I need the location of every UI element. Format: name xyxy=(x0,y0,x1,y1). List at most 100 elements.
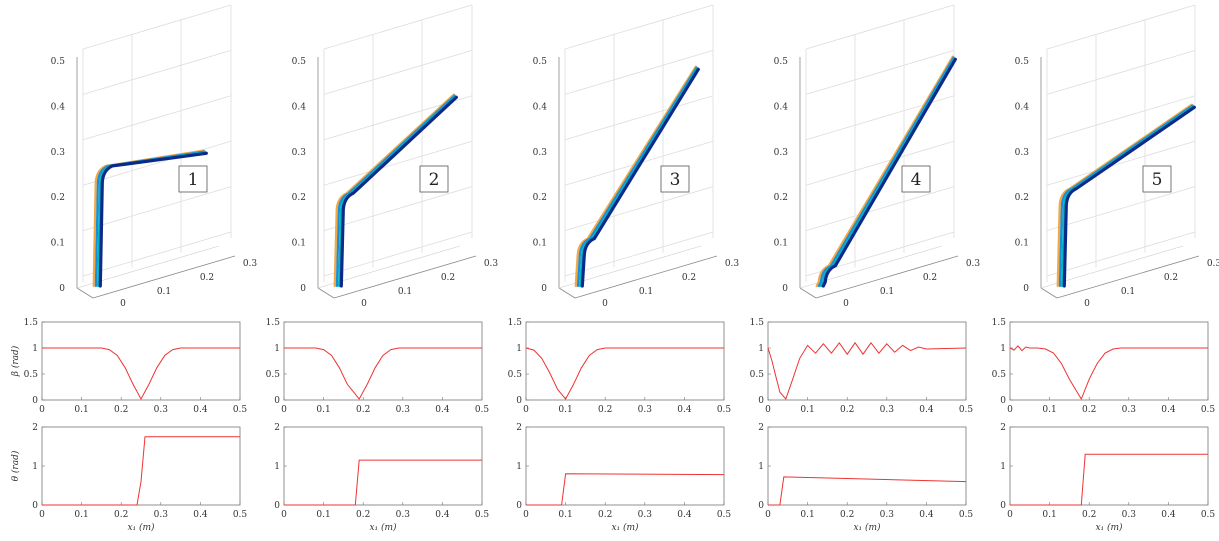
y-tick-label: 0.2 xyxy=(441,273,455,283)
plot-frame xyxy=(283,426,483,506)
x-tick-label: 0 xyxy=(523,510,529,520)
trajectory-panel-3 xyxy=(558,4,718,299)
x-tick-label: 0.1 xyxy=(558,405,572,415)
x-axis-label: x₁ (m) xyxy=(369,522,397,533)
x-tick-label: 0.2 xyxy=(840,510,854,520)
grid-line xyxy=(1046,231,1196,277)
y-tick-label: 0.1 xyxy=(639,287,653,297)
grid-line xyxy=(1046,50,1196,95)
theta-series-line xyxy=(1010,453,1208,506)
x-tick-label: 0.1 xyxy=(74,510,88,520)
y-tick-label: 0.3 xyxy=(1207,259,1219,269)
x-tick-label: 0.3 xyxy=(154,510,169,520)
x-axis xyxy=(317,287,335,299)
x-tick-label: 0 xyxy=(765,510,771,520)
x-tick-label: 0 xyxy=(39,510,45,520)
z-tick-label: 0.1 xyxy=(774,239,788,249)
beta-panel-2 xyxy=(283,321,483,401)
grid-line xyxy=(805,186,955,231)
y-axis-label: β (rad) xyxy=(10,345,21,377)
x-tick-label: 0.4 xyxy=(1161,405,1176,415)
y-tick-label: 1 xyxy=(1000,462,1006,472)
theta-series-line xyxy=(768,476,967,506)
y-tick-label: 1 xyxy=(274,344,280,354)
x-tick-label: 0.5 xyxy=(1201,405,1216,415)
x-axis-label: x₁ (m) xyxy=(611,522,639,533)
z-tick-label: 0.4 xyxy=(1015,102,1030,112)
z-tick-label: 0.2 xyxy=(774,193,788,203)
y-tick-label: 2 xyxy=(516,423,522,433)
x-tick-label: 0.1 xyxy=(316,510,330,520)
z-tick-label: 0.2 xyxy=(292,193,306,203)
y-tick-label: 1 xyxy=(758,344,764,354)
grid-line xyxy=(82,186,232,231)
panel-label: 3 xyxy=(670,170,681,190)
x-tick-label: 0.1 xyxy=(74,405,88,415)
grid-line xyxy=(564,50,714,95)
y-axis xyxy=(1056,255,1200,299)
x-tick-label: 0.5 xyxy=(959,510,974,520)
plot-frame xyxy=(283,321,483,401)
x-tick-label: 0.2 xyxy=(1082,405,1096,415)
trajectory-series-line xyxy=(1062,105,1196,288)
y-tick-label: 1.5 xyxy=(750,318,765,328)
y-tick-label: 0.3 xyxy=(966,259,981,269)
z-tick-label: 0.4 xyxy=(774,102,789,112)
y-tick-label: 2 xyxy=(758,423,764,433)
grid-line xyxy=(1046,140,1196,186)
y-tick-label: 0.1 xyxy=(398,287,412,297)
z-tick-label: 0.1 xyxy=(1015,239,1029,249)
x-axis xyxy=(1040,287,1058,299)
beta-panel-3 xyxy=(525,321,725,401)
x-axis xyxy=(799,287,817,299)
y-axis xyxy=(333,255,477,299)
plot-frame xyxy=(525,321,725,401)
x-tick-label: 0 xyxy=(843,299,849,309)
y-tick-label: 1 xyxy=(1000,344,1006,354)
x-tick-label: 0.1 xyxy=(558,510,572,520)
x-tick-label: 0.3 xyxy=(396,510,411,520)
grid-line xyxy=(564,4,714,50)
x-tick-label: 0.3 xyxy=(638,405,653,415)
theta-panel-1 xyxy=(41,426,241,506)
x-tick-label: 0.3 xyxy=(638,510,653,520)
grid-line xyxy=(1046,186,1196,231)
x-tick-label: 0.3 xyxy=(1122,510,1137,520)
x-tick-label: 0.5 xyxy=(717,510,732,520)
y-tick-label: 0.3 xyxy=(725,259,740,269)
y-tick-label: 0.2 xyxy=(923,273,937,283)
y-tick-label: 0.5 xyxy=(24,370,39,380)
grid-line xyxy=(82,50,232,95)
grid-line xyxy=(82,231,232,277)
z-tick-label: 0.5 xyxy=(292,57,307,67)
plot-frame xyxy=(767,321,967,401)
x-axis-label: x₁ (m) xyxy=(1095,522,1123,533)
y-tick-label: 1 xyxy=(516,462,522,472)
grid-line xyxy=(805,50,955,95)
grid-line xyxy=(323,231,473,277)
x-tick-label: 0.4 xyxy=(435,405,450,415)
y-tick-label: 2 xyxy=(274,423,280,433)
z-tick-label: 0.2 xyxy=(51,193,65,203)
plot-frame xyxy=(41,426,241,506)
x-tick-label: 0.3 xyxy=(1122,405,1137,415)
z-tick-label: 0.3 xyxy=(292,148,307,158)
x-axis-label: x₁ (m) xyxy=(127,522,155,533)
theta-panel-3 xyxy=(525,426,725,506)
x-tick-label: 0 xyxy=(39,405,45,415)
trajectory-series-line xyxy=(821,57,957,288)
trajectory-panel-2 xyxy=(317,4,477,299)
grid-line xyxy=(1046,4,1196,50)
x-tick-label: 0.1 xyxy=(1042,510,1056,520)
theta-series-line xyxy=(284,459,482,506)
x-axis-label: x₁ (m) xyxy=(853,522,881,533)
y-tick-label: 0 xyxy=(32,501,38,511)
theta-series-line xyxy=(526,473,725,506)
x-tick-label: 0.2 xyxy=(598,510,612,520)
x-tick-label: 0.5 xyxy=(475,405,490,415)
x-tick-label: 0.4 xyxy=(193,405,208,415)
x-tick-label: 0.5 xyxy=(475,510,490,520)
x-tick-label: 0.2 xyxy=(356,405,370,415)
z-tick-label: 0.5 xyxy=(1015,57,1030,67)
